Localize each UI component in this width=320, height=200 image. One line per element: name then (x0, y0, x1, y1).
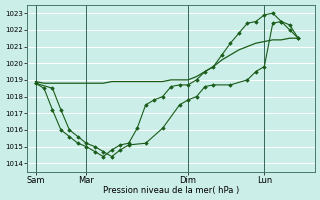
X-axis label: Pression niveau de la mer( hPa ): Pression niveau de la mer( hPa ) (103, 186, 239, 195)
